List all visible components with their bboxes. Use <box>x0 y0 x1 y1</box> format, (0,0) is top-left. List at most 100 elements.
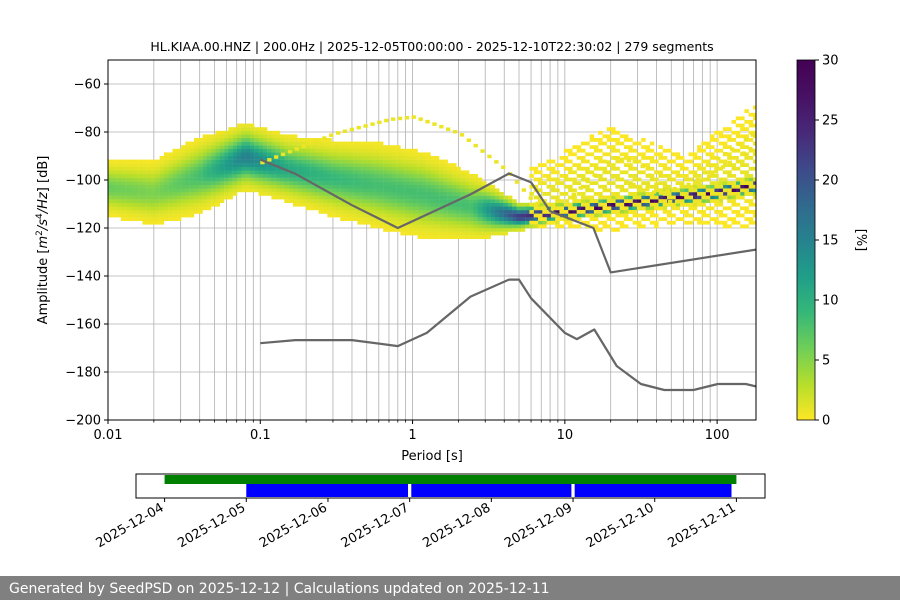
heat-cell <box>237 141 242 146</box>
heat-cell <box>310 184 315 189</box>
heat-cell <box>744 127 749 131</box>
heat-cell <box>185 188 190 193</box>
heat-cell <box>477 177 483 182</box>
heat-cell <box>185 210 190 214</box>
heat-cell <box>159 195 165 200</box>
heat-cell <box>426 163 431 167</box>
trace-cell <box>640 164 645 169</box>
heat-cell <box>589 206 595 211</box>
x-tick-label: 0.1 <box>250 428 271 443</box>
heat-cell <box>391 170 397 175</box>
heat-cell <box>327 170 332 175</box>
heat-cell <box>305 181 311 185</box>
trace-cell <box>672 186 677 191</box>
heat-cell <box>469 220 474 225</box>
heat-cell <box>645 166 650 171</box>
colorbar-tick-label: 20 <box>822 174 839 189</box>
heat-cell <box>727 192 732 196</box>
heat-cell <box>288 152 294 157</box>
heat-cell <box>705 195 711 200</box>
heat-cell <box>718 202 724 207</box>
heat-cell <box>606 152 612 157</box>
x-tick-label: 10 <box>557 428 574 443</box>
heat-cell <box>185 141 190 146</box>
heat-cell <box>546 177 552 182</box>
heat-cell <box>426 152 431 157</box>
heat-cell <box>194 206 199 211</box>
timeline-date-label: 2025-12-04 <box>94 500 167 551</box>
heat-cell <box>731 184 736 189</box>
heat-cell <box>701 220 706 225</box>
heat-cell <box>636 224 642 229</box>
heat-cell <box>387 217 392 221</box>
heat-cell <box>370 220 375 225</box>
heat-cell <box>452 195 457 200</box>
heat-cell <box>310 199 315 203</box>
heat-cell <box>344 202 349 207</box>
heat-cell <box>172 174 177 178</box>
heat-cell <box>172 156 177 160</box>
heat-cell <box>624 206 629 211</box>
heat-cell <box>671 192 676 196</box>
heat-cell <box>215 159 220 164</box>
heat-cell <box>292 156 298 160</box>
heat-cell <box>271 156 276 160</box>
heat-cell <box>572 206 577 211</box>
heat-cell <box>344 156 349 160</box>
heat-cell <box>323 163 328 167</box>
heat-cell <box>447 228 453 232</box>
heat-cell <box>400 148 405 153</box>
heat-cell <box>486 217 491 221</box>
heat-cell <box>211 156 216 160</box>
heat-cell <box>396 224 401 229</box>
heat-cell <box>284 138 289 142</box>
heat-cell <box>718 130 724 135</box>
heat-cell <box>215 199 220 203</box>
heat-cell <box>206 192 212 196</box>
trace-cell <box>377 120 382 125</box>
heat-cell <box>391 174 397 178</box>
heat-cell <box>206 148 212 153</box>
heat-cell <box>744 145 749 149</box>
heat-cell <box>430 188 435 193</box>
heat-cell <box>138 188 143 193</box>
heat-cell <box>288 184 294 189</box>
heat-cell <box>254 170 259 175</box>
heat-cell <box>275 192 281 196</box>
heat-cell <box>525 217 530 221</box>
heat-cell <box>658 145 663 149</box>
heat-cell <box>245 177 251 182</box>
heat-cell <box>357 195 362 200</box>
heat-cell <box>417 220 423 225</box>
heat-cell <box>163 174 169 178</box>
heat-cell <box>327 166 332 171</box>
heat-cell <box>168 163 173 167</box>
heat-cell <box>576 217 582 221</box>
heat-cell <box>434 174 440 178</box>
heat-cell <box>224 192 229 196</box>
heat-cell <box>409 170 414 175</box>
heat-cell <box>456 202 461 207</box>
heat-cell <box>430 156 435 160</box>
coverage-bar-green <box>164 475 737 484</box>
x-tick-label: 0.01 <box>94 428 123 443</box>
heat-cell <box>452 174 457 178</box>
heat-cell <box>404 195 410 200</box>
heat-cell <box>439 235 444 239</box>
heat-cell <box>748 217 754 221</box>
heat-cell <box>331 195 337 200</box>
heat-cell <box>232 156 238 160</box>
heat-cell <box>215 181 220 185</box>
heat-cell <box>731 120 736 124</box>
heat-cell <box>198 210 203 214</box>
heat-cell <box>383 188 388 193</box>
heat-cell <box>426 159 431 164</box>
heat-cell <box>520 213 526 218</box>
heat-cell <box>254 159 259 164</box>
heat-cell <box>624 170 629 175</box>
heat-cell <box>254 177 259 182</box>
heat-cell <box>434 166 440 171</box>
heat-cell <box>387 170 392 175</box>
heat-cell <box>516 217 521 221</box>
heat-cell <box>619 170 625 175</box>
